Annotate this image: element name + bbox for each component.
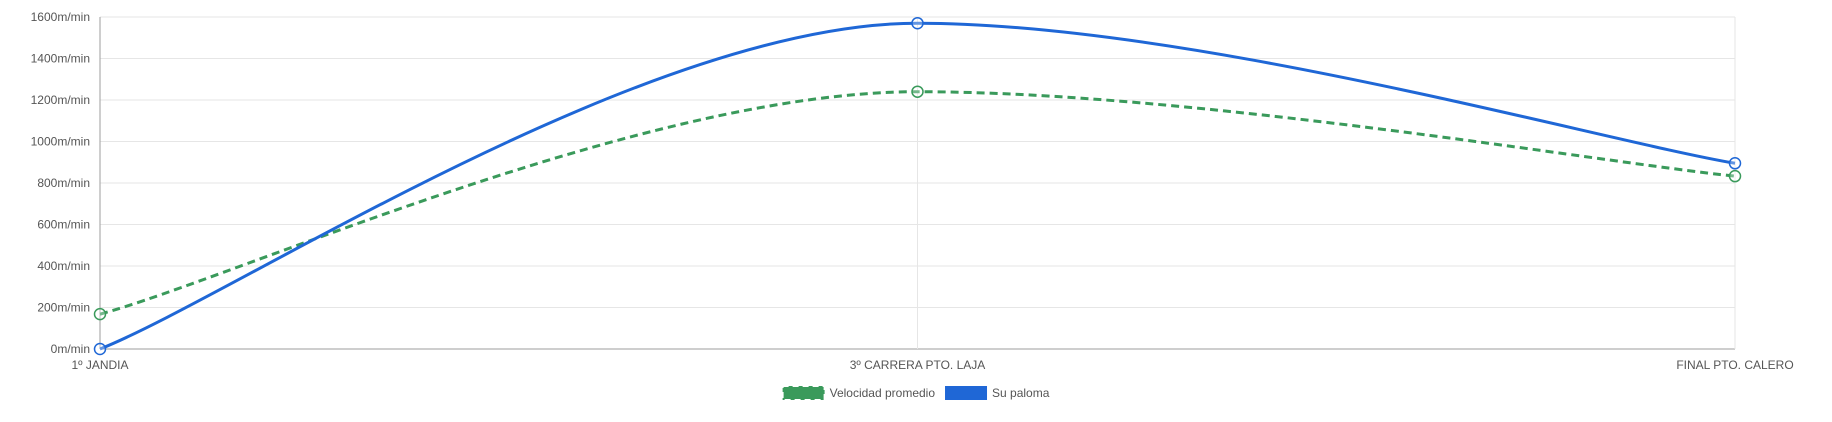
data-point-su-paloma[interactable] [93,342,107,356]
series-layer [93,16,1742,356]
data-point-velocidad-promedio[interactable] [1728,169,1742,183]
y-tick-label: 1600m/min [31,10,90,24]
series-line-su-paloma [99,21,1736,351]
y-axis: 0m/min 200m/min 400m/min 600m/min 800m/min 10… [31,10,90,356]
data-point-su-paloma[interactable] [911,16,924,30]
data-point-velocidad-promedio[interactable] [911,85,924,98]
y-tick-label: 1400m/min [31,52,90,66]
y-tick-label: 1200m/min [31,93,90,107]
data-point-su-paloma[interactable] [1728,157,1742,170]
legend-swatch-su-paloma[interactable] [945,386,988,400]
legend: Velocidad promedio Su paloma [781,385,1050,401]
y-tick-label: 400m/min [37,259,90,273]
y-tick-label: 0m/min [51,342,90,356]
y-tick-label: 200m/min [37,301,90,315]
x-axis: 1º JANDIA 3º CARRERA PTO. LAJA FINAL PTO. … [71,358,1793,372]
series-line-velocidad-promedio [99,90,1736,316]
legend-label-velocidad-promedio[interactable]: Velocidad promedio [830,386,936,400]
y-tick-label: 800m/min [37,176,90,190]
y-tick-label: 600m/min [37,218,90,232]
legend-label-su-paloma[interactable]: Su paloma [992,386,1050,400]
legend-swatch-velocidad-promedio[interactable] [781,385,826,401]
grid [99,16,1736,350]
x-tick-label: 3º CARRERA PTO. LAJA [850,358,986,372]
x-tick-label: FINAL PTO. CALERO [1676,358,1793,372]
y-tick-label: 1000m/min [31,135,90,149]
x-tick-label: 1º JANDIA [71,358,128,372]
data-point-velocidad-promedio[interactable] [93,307,107,321]
